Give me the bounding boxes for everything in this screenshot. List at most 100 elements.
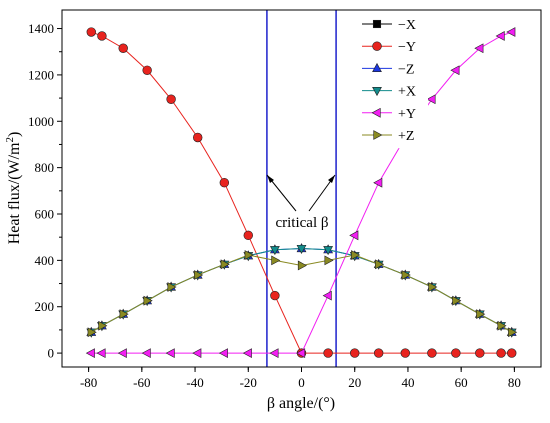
x-tick-label: 20 [348, 375, 361, 390]
data-point-minus-y [270, 290, 280, 301]
annotation-critical-beta: critical β [275, 215, 328, 231]
annotation-arrowhead-left [267, 175, 274, 183]
legend-label-plus-x: +X [398, 85, 416, 100]
data-point-minus-y [219, 178, 230, 188]
y-tick-label: 1200 [28, 67, 54, 82]
y-axis-label-superscript: 2 [4, 137, 16, 143]
data-point-plus-y [96, 348, 106, 358]
y-tick-label: 400 [35, 253, 55, 268]
data-point-plus-z [497, 320, 507, 331]
data-point-plus-z [98, 320, 108, 331]
data-point-plus-x [296, 244, 307, 255]
data-point-minus-y [243, 230, 253, 241]
data-point-plus-y [242, 348, 252, 358]
y-tick-label: 1000 [28, 114, 54, 129]
data-point-minus-y [427, 348, 437, 358]
data-point-plus-y [322, 290, 332, 301]
data-point-minus-y [400, 348, 410, 358]
series-layer [85, 27, 518, 358]
data-point-plus-y [506, 27, 516, 37]
data-point-plus-z [452, 295, 462, 306]
annotation-group: critical β [266, 174, 336, 231]
data-point-plus-z [143, 295, 153, 306]
x-tick-label: 60 [455, 375, 468, 390]
data-point-plus-z [119, 309, 129, 320]
series-plus-y [85, 27, 516, 358]
data-point-minus-y [166, 94, 176, 104]
legend-marker-minus-z [372, 62, 382, 72]
legend-marker-plus-z [373, 130, 383, 140]
data-point-minus-y [118, 43, 128, 53]
data-point-minus-y [142, 65, 152, 75]
data-point-plus-y [474, 43, 484, 54]
data-point-minus-y [373, 348, 384, 358]
x-axis-label: β angle/(°) [267, 395, 335, 412]
data-point-plus-y [373, 177, 383, 188]
x-tick-label: 0 [298, 375, 305, 390]
y-tick-label: 1400 [28, 21, 54, 36]
data-point-plus-y [426, 94, 436, 105]
y-axis-label-close: ) [6, 132, 23, 137]
x-tick-label: 80 [508, 375, 521, 390]
y-tick-label: 800 [35, 160, 55, 175]
data-point-plus-y [192, 348, 202, 358]
legend-marker-minus-y [372, 41, 382, 51]
legend-backdrop [358, 13, 428, 149]
data-point-plus-z [351, 250, 361, 260]
x-tick-label: -60 [133, 375, 150, 390]
x-tick-label: -20 [240, 375, 257, 390]
legend-label-plus-z: +Z [398, 129, 414, 144]
data-point-minus-y [496, 348, 506, 358]
data-point-plus-z [297, 260, 307, 271]
legend-label-minus-y: −Y [398, 40, 416, 55]
data-point-plus-z [194, 270, 204, 280]
data-point-minus-y [507, 348, 517, 358]
series-plus-z [87, 250, 518, 338]
y-axis-label: Heat flux/(W/m2) [4, 132, 23, 245]
data-point-minus-y [193, 132, 203, 143]
data-point-minus-y [323, 348, 333, 358]
data-point-minus-y [350, 348, 360, 358]
data-point-plus-z [87, 327, 97, 338]
data-point-plus-z [375, 259, 385, 270]
data-point-plus-z [401, 270, 411, 280]
data-point-plus-y [85, 348, 95, 358]
annotation-arrowhead-right [328, 175, 335, 183]
legend-label-minus-z: −Z [398, 62, 414, 77]
legend-label-minus-x: −X [398, 18, 416, 33]
data-point-minus-y [451, 348, 461, 358]
data-point-plus-y [495, 31, 505, 41]
data-point-plus-x [323, 246, 334, 256]
data-point-minus-y [86, 27, 96, 37]
data-point-plus-y [165, 348, 175, 358]
y-tick-label: 600 [35, 207, 55, 222]
y-axis-label-main: Heat flux/(W/m [6, 142, 23, 244]
data-point-plus-z [476, 309, 486, 320]
data-point-plus-y [218, 348, 228, 358]
tick-layer: -80 -60 -40 -20 0 20 40 60 800200400600800100012… [28, 21, 521, 390]
data-point-plus-z [220, 259, 230, 270]
x-tick-label: -80 [80, 375, 97, 390]
data-point-minus-y [475, 348, 485, 358]
data-point-plus-x [269, 246, 280, 256]
data-point-plus-y [349, 230, 359, 241]
legend-label-plus-y: +Y [398, 107, 416, 122]
data-point-plus-y [269, 348, 279, 358]
legend-marker-minus-x [372, 19, 382, 29]
data-point-plus-z [271, 255, 281, 266]
annotation-backdrop [272, 213, 334, 231]
data-point-plus-y [296, 348, 306, 358]
data-point-plus-y [141, 348, 151, 358]
legend: −X −Y −Z +X +Y +Z [358, 13, 428, 149]
data-point-plus-y [117, 348, 127, 358]
data-point-minus-y [97, 31, 107, 41]
y-tick-label: 0 [48, 346, 55, 361]
x-tick-label: -40 [186, 375, 203, 390]
y-tick-label: 200 [35, 299, 55, 314]
data-point-plus-z [244, 250, 254, 260]
critical-lines [266, 10, 337, 367]
data-point-plus-z [324, 255, 334, 266]
data-point-plus-z [167, 282, 177, 292]
